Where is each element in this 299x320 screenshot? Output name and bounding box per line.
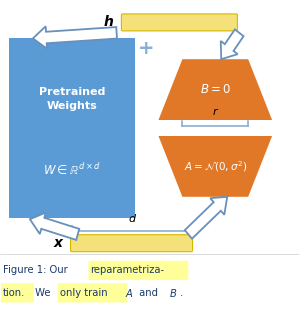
- FancyBboxPatch shape: [121, 14, 237, 31]
- Text: x: x: [54, 236, 63, 250]
- Text: $B = 0$: $B = 0$: [200, 83, 231, 96]
- Polygon shape: [158, 59, 272, 120]
- Text: reparametriza-: reparametriza-: [91, 265, 165, 276]
- FancyBboxPatch shape: [1, 283, 34, 302]
- Text: .: .: [179, 288, 183, 298]
- Text: h: h: [104, 15, 114, 29]
- Polygon shape: [185, 197, 227, 239]
- Text: +: +: [138, 39, 155, 58]
- Text: Pretrained
Weights: Pretrained Weights: [39, 87, 105, 111]
- Text: $A$: $A$: [125, 287, 134, 299]
- Polygon shape: [221, 29, 244, 59]
- Text: $A = \mathcal{N}(0,\sigma^2)$: $A = \mathcal{N}(0,\sigma^2)$: [184, 159, 247, 174]
- FancyBboxPatch shape: [58, 283, 127, 302]
- FancyBboxPatch shape: [71, 235, 193, 252]
- Text: Figure 1: Our: Figure 1: Our: [3, 265, 71, 276]
- Text: $B$: $B$: [169, 287, 177, 299]
- Text: d: d: [128, 213, 135, 223]
- Bar: [9, 38, 135, 218]
- Polygon shape: [30, 212, 79, 240]
- Text: We: We: [32, 288, 54, 298]
- Text: tion.: tion.: [3, 288, 25, 298]
- Text: and: and: [136, 288, 161, 298]
- Text: only train: only train: [60, 288, 111, 298]
- Polygon shape: [33, 26, 117, 49]
- Text: $W \in \mathbb{R}^{d \times d}$: $W \in \mathbb{R}^{d \times d}$: [43, 162, 101, 178]
- Polygon shape: [158, 136, 272, 197]
- FancyBboxPatch shape: [89, 261, 188, 280]
- Text: r: r: [213, 108, 218, 117]
